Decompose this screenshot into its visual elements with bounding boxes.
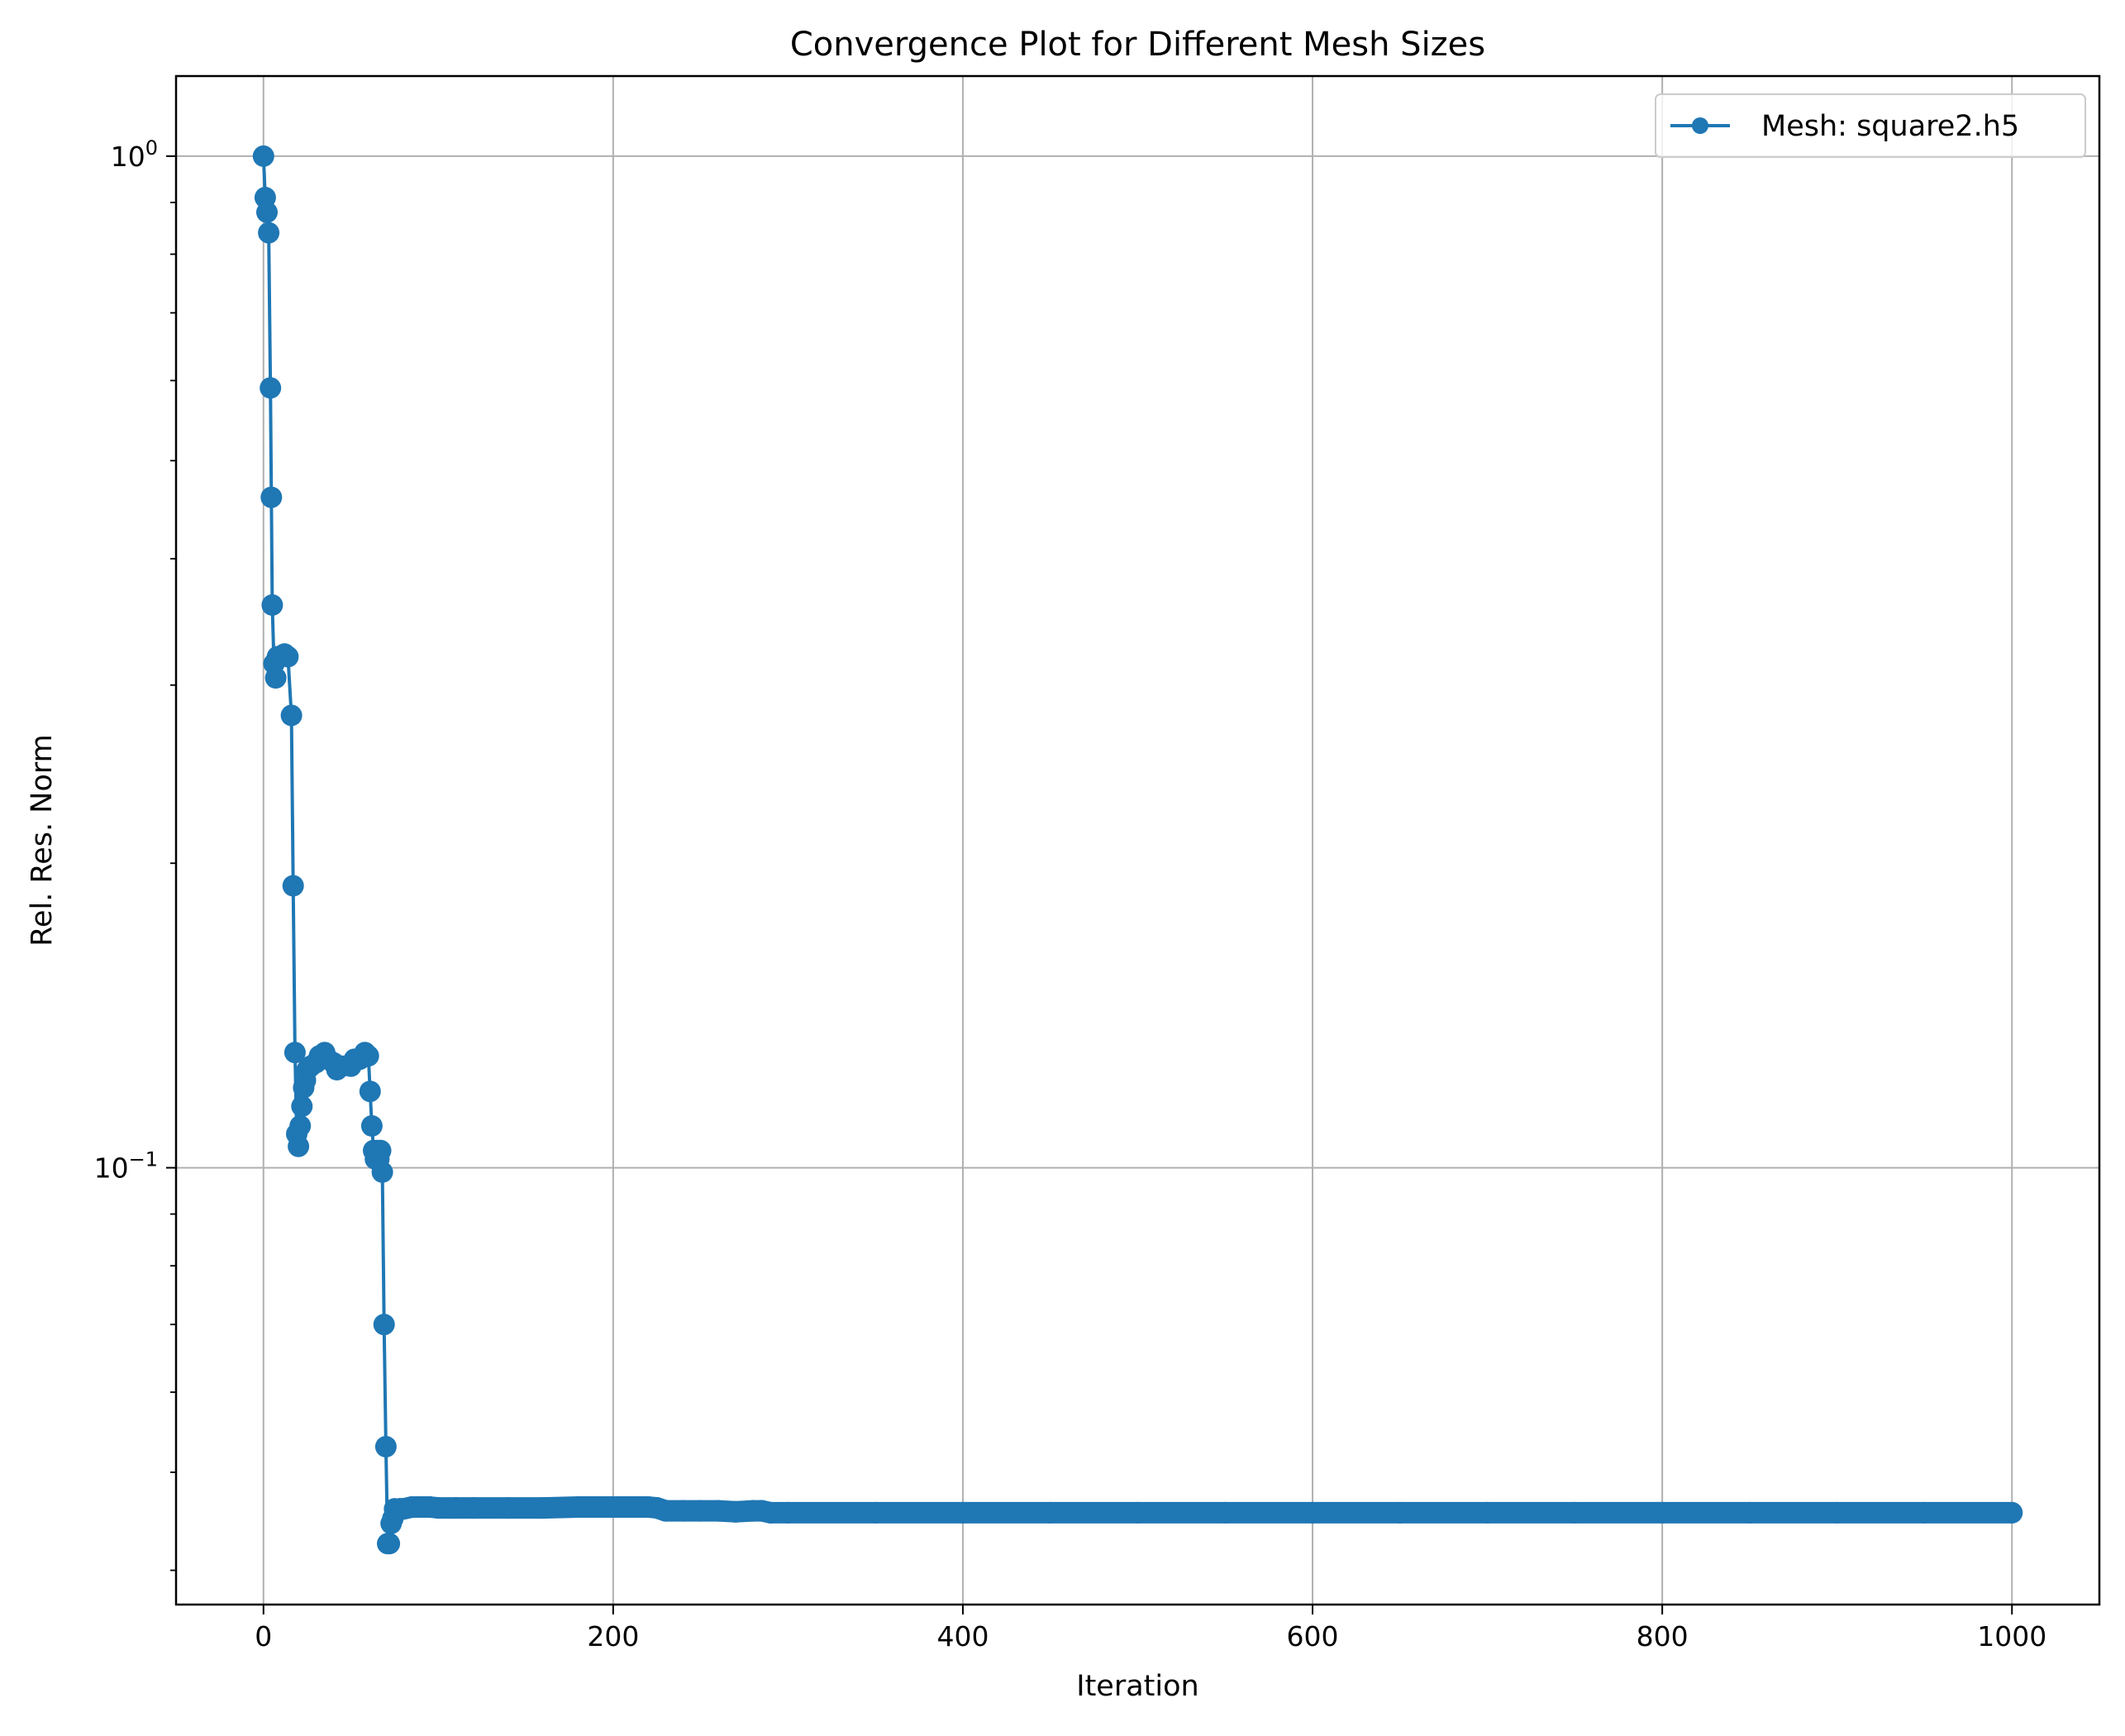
data-point (283, 1042, 306, 1064)
y-axis-label: Rel. Res. Norm (26, 734, 59, 946)
series-layer (252, 145, 2023, 1555)
data-point (280, 704, 303, 727)
data-point (258, 222, 280, 244)
data-point (369, 1139, 392, 1161)
axis-ticks: 0 200 400 600 800 1000 10−1 100 (94, 136, 2047, 1653)
data-point (371, 1161, 393, 1183)
data-point (282, 875, 304, 897)
x-tick-label: 600 (1287, 1620, 1339, 1653)
legend: Mesh: square2.h5 (1655, 93, 2086, 158)
data-point (379, 1533, 401, 1555)
chart-title: Convergence Plot for Different Mesh Size… (790, 26, 1485, 64)
x-tick-label: 400 (936, 1620, 989, 1653)
legend-box (1655, 93, 2086, 158)
data-point (289, 1115, 312, 1137)
data-point (360, 1115, 383, 1137)
legend-entry-label: Mesh: square2.h5 (1761, 110, 2019, 143)
data-point (374, 1436, 397, 1457)
data-point (261, 594, 283, 616)
y-tick-label: 100 (111, 136, 158, 173)
data-point (256, 201, 278, 223)
data-point (359, 1080, 381, 1103)
x-tick-label: 1000 (1977, 1620, 2046, 1653)
data-point (260, 377, 282, 399)
plot-area-frame (174, 74, 2101, 1606)
legend-marker-swatch (1692, 117, 1708, 134)
x-axis-label: Iteration (1076, 1670, 1198, 1703)
x-tick-label: 800 (1637, 1620, 1689, 1653)
data-point (264, 667, 287, 689)
data-point (277, 646, 299, 668)
data-point (291, 1095, 313, 1118)
data-point (252, 145, 274, 167)
x-tick-label: 0 (255, 1620, 272, 1653)
x-tick-label: 200 (587, 1620, 639, 1653)
data-point (260, 486, 283, 508)
data-point (357, 1045, 379, 1067)
data-point (288, 1135, 310, 1157)
data-point (373, 1314, 395, 1336)
y-tick-label: 10−1 (94, 1148, 158, 1185)
grid-lines (176, 76, 2099, 1605)
